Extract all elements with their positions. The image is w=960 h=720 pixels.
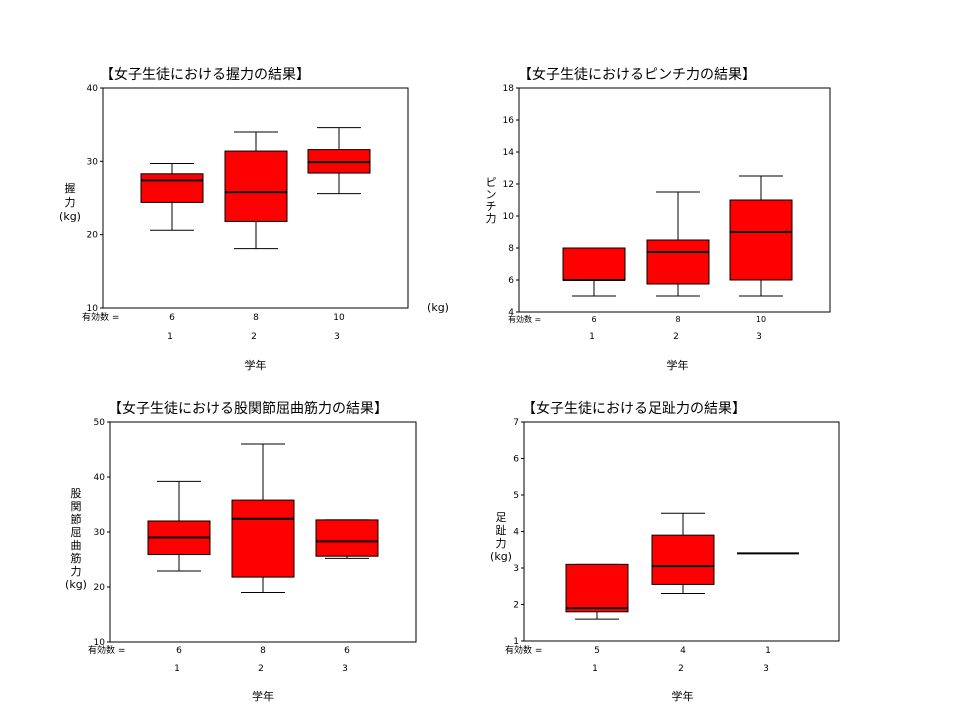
y-tick-label: 16 [503,116,515,126]
y-tick-label: 20 [94,583,106,593]
y-axis-label: ン [486,188,497,201]
box [729,199,793,281]
y-axis-label: 趾 [496,523,507,537]
x-axis-label: 学年 [245,358,267,372]
y-tick-label: 30 [87,157,99,167]
n-value: 4 [680,646,686,656]
y-axis-label: 関 [71,500,82,513]
y-axis-label: 力 [71,565,82,578]
y-tick-label: 4 [513,528,519,538]
plot-frame [102,87,409,309]
y-axis-label: (kg) [490,550,512,563]
y-axis-label: 握 [65,181,76,195]
y-tick-label: 7 [513,418,519,428]
box [140,173,204,203]
y-tick-label: 8 [508,244,514,254]
box [315,519,379,557]
n-value: 6 [176,646,182,656]
x-tick-label: 1 [174,664,180,674]
n-value: 6 [344,646,350,656]
x-axis-label: 学年 [667,358,689,372]
y-tick-label: 10 [87,304,99,314]
x-tick-label: 3 [756,332,762,342]
n-value: 10 [333,313,345,323]
n-value: 8 [260,646,266,656]
y-tick-label: 1 [513,637,519,647]
x-tick-label: 3 [763,664,769,674]
x-tick-label: 1 [589,332,595,342]
y-tick-label: 3 [513,564,519,574]
side-unit-label: (kg) [427,301,449,314]
y-axis-label: (kg) [65,578,87,591]
x-tick-label: 2 [251,332,257,342]
y-axis-label: 力 [65,196,76,209]
y-axis-label: 股 [71,487,82,500]
y-tick-label: 12 [503,180,514,190]
y-tick-label: 10 [503,212,515,222]
n-value: 6 [169,313,175,323]
y-tick-label: 40 [94,473,106,483]
n-value: 8 [675,315,680,324]
y-axis-label: 足 [496,511,507,524]
box [231,499,295,578]
x-tick-label: 1 [167,332,173,342]
n-label: 有効数 = [505,644,542,656]
y-axis-label: 屈 [71,526,82,539]
y-axis-label: チ [486,200,497,213]
y-axis-label: 節 [71,512,82,526]
x-tick-label: 2 [678,664,684,674]
y-tick-label: 2 [513,601,519,611]
x-axis-label: 学年 [252,689,274,703]
y-tick-label: 14 [503,148,515,158]
chart-title: 【女子生徒における握力の結果】 [100,66,310,83]
y-axis-label: 曲 [71,539,82,552]
box [565,563,629,613]
y-axis-label: ピ [486,176,497,189]
n-value: 5 [594,646,600,656]
x-tick-label: 3 [334,332,340,342]
y-tick-label: 20 [87,231,99,241]
y-tick-label: 30 [94,528,106,538]
n-value: 10 [756,315,766,324]
chart-title: 【女子生徒における股関節屈曲筋力の結果】 [108,400,388,417]
y-tick-label: 18 [503,84,515,94]
box [646,239,710,285]
y-tick-label: 6 [508,276,514,286]
n-label: 有効数 = [508,314,541,324]
box [224,150,288,222]
n-value: 1 [765,646,771,656]
x-axis-label: 学年 [672,689,694,703]
n-value: 8 [253,313,259,323]
n-value: 6 [591,315,596,324]
box [651,534,715,585]
y-tick-label: 5 [513,491,519,501]
chart-title: 【女子生徒における足趾力の結果】 [522,400,746,417]
y-tick-label: 50 [94,418,106,428]
x-tick-label: 1 [592,664,598,674]
y-tick-label: 4 [508,308,514,318]
box [562,247,626,281]
n-label: 有効数 = [82,311,119,323]
n-label: 有効数 = [88,644,125,656]
plot-frame [518,87,831,313]
y-tick-label: 6 [513,455,519,465]
x-tick-label: 3 [342,664,348,674]
x-tick-label: 2 [673,332,679,342]
y-axis-label: 筋 [71,551,82,565]
y-axis-label: (kg) [59,210,81,223]
y-axis-label: 力 [486,212,497,225]
y-axis-label: 力 [496,537,507,550]
x-tick-label: 2 [258,664,264,674]
chart-title: 【女子生徒におけるピンチ力の結果】 [518,66,756,83]
y-tick-label: 10 [94,638,106,648]
y-tick-label: 40 [87,84,99,94]
